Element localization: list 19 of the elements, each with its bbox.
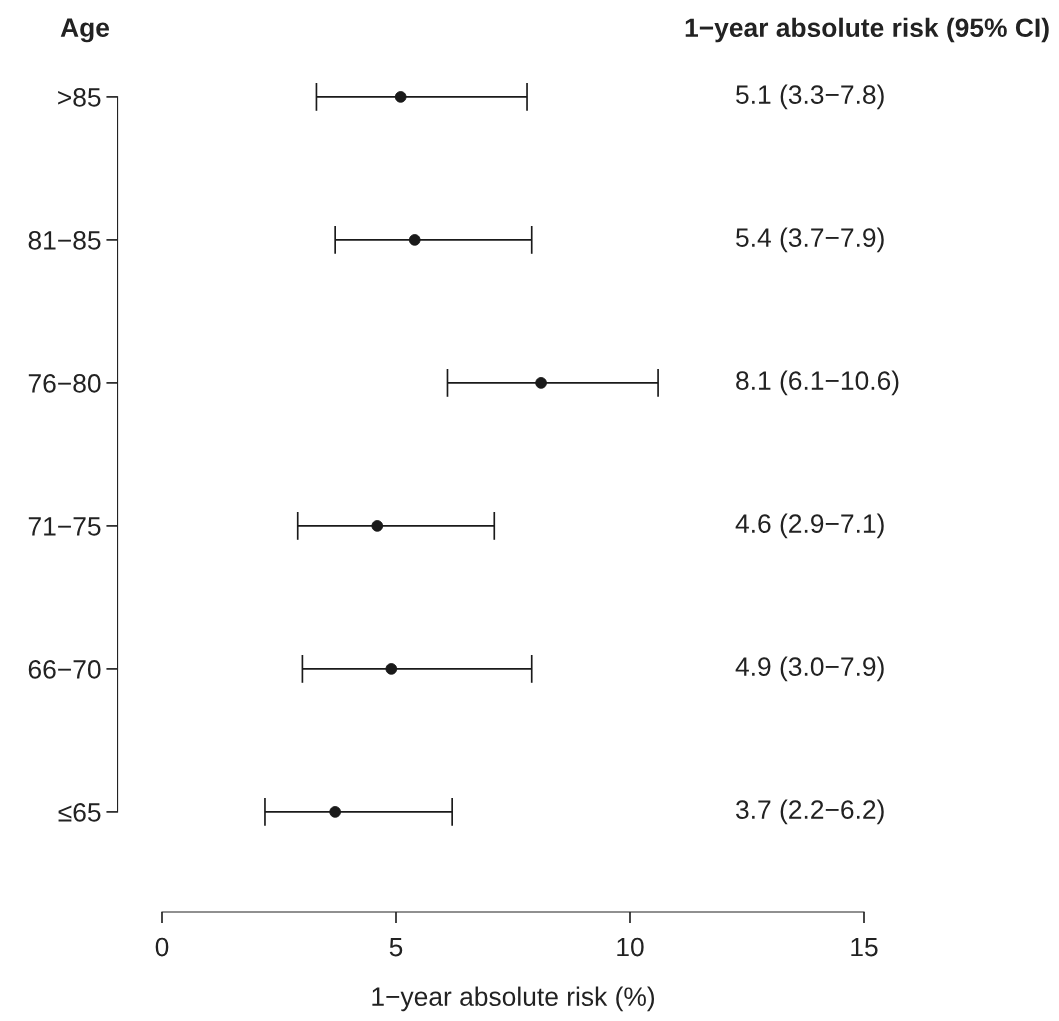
y-tick-label: ≤65 <box>58 803 101 822</box>
y-tick-label: 81−85 <box>28 231 101 250</box>
x-tick-label: 10 <box>617 937 644 957</box>
y-tick-label: 66−70 <box>28 660 101 679</box>
annotation: 5.1 (3.3−7.8) <box>736 84 884 110</box>
annotation: 1−year absolute risk (95% CI) <box>685 17 1049 43</box>
x-tick-label: 15 <box>851 937 878 957</box>
y-tick-label: >85 <box>58 88 101 107</box>
annotation: 4.9 (3.0−7.9) <box>735 656 884 682</box>
annotation: 3.7 (2.2−6.2) <box>736 799 884 825</box>
x-tick-label: 5 <box>389 937 403 957</box>
x-axis-title: 1−year absolute risk (%) <box>372 986 654 1012</box>
annotation: 5.4 (3.7−7.9) <box>736 227 884 253</box>
y-tick-label: 76−80 <box>28 374 101 393</box>
annotation: 8.1 (6.1−10.6) <box>736 370 899 396</box>
y-axis-title: Age <box>60 18 110 43</box>
annotation: 4.6 (2.9−7.1) <box>735 513 884 539</box>
y-tick-label: 71−75 <box>28 517 101 536</box>
x-tick-label: 0 <box>155 937 169 957</box>
